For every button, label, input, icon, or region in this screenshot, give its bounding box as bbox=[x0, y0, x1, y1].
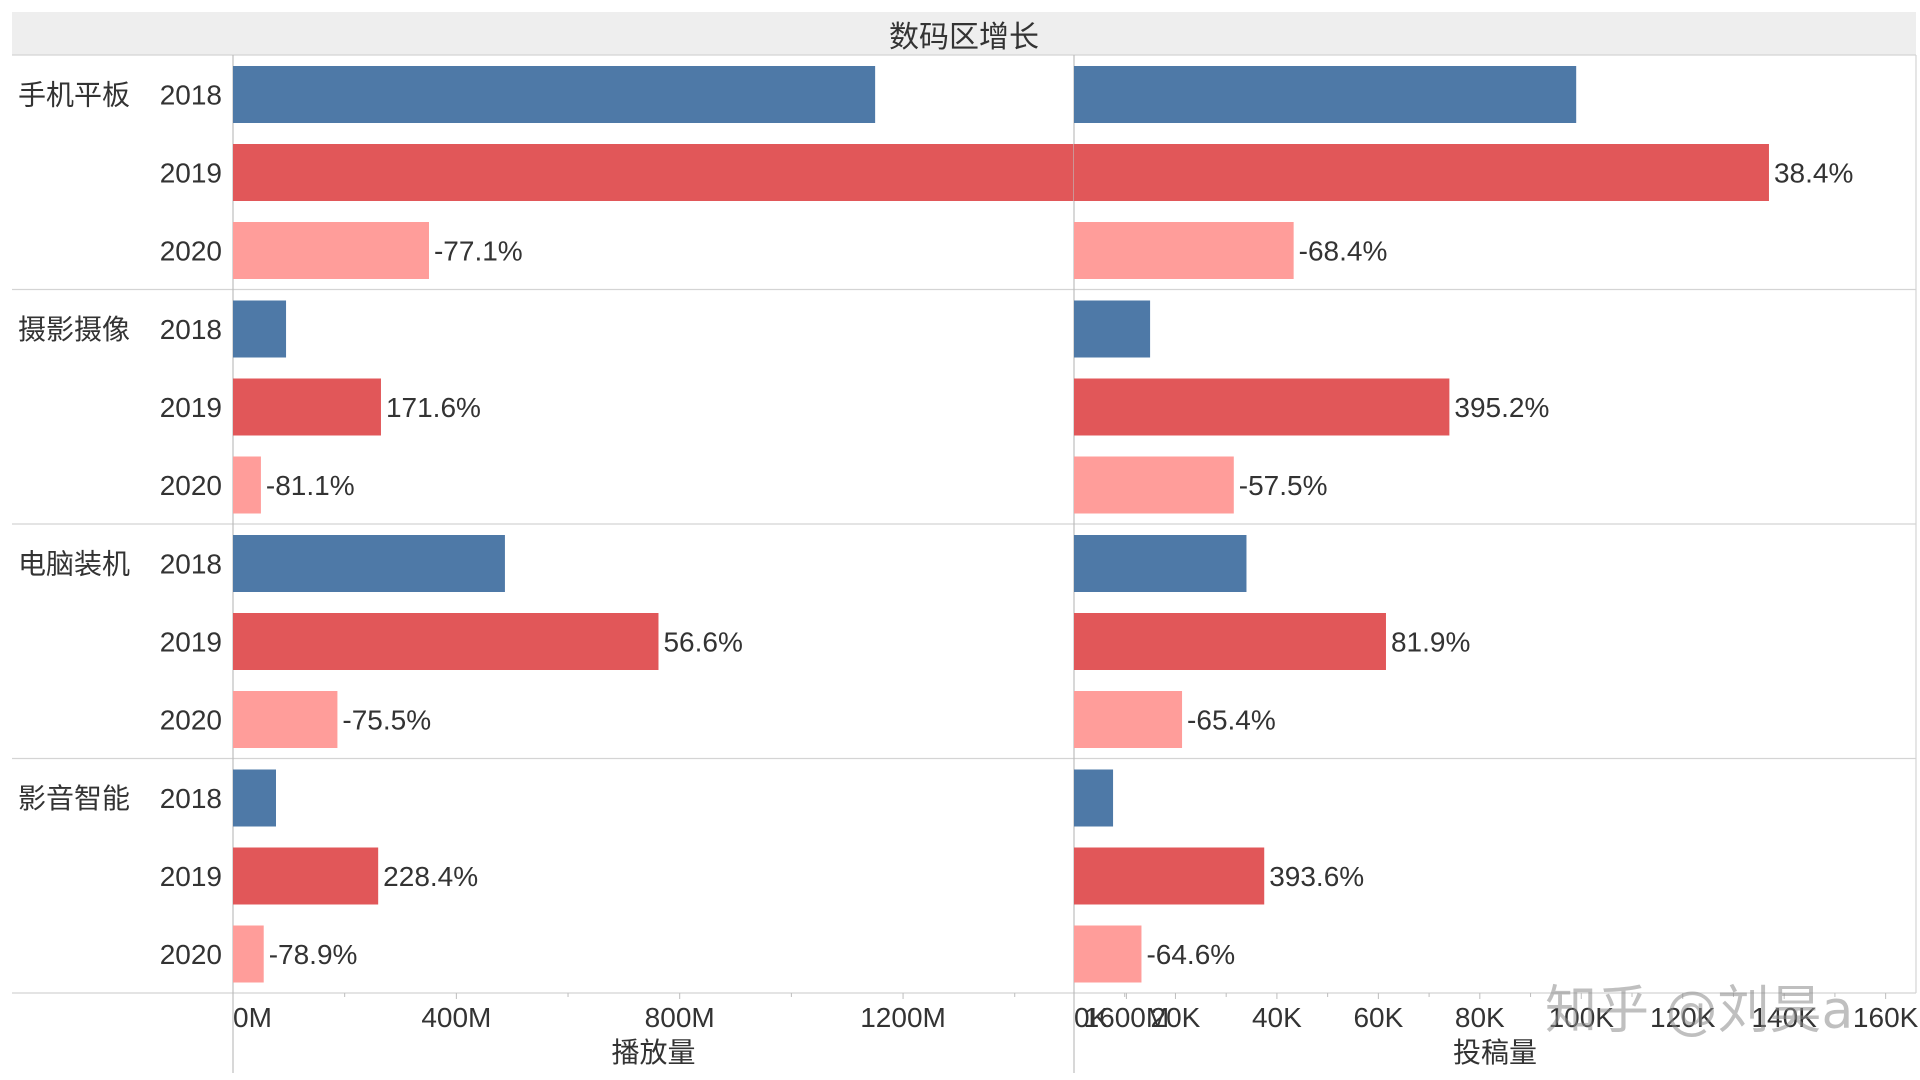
bar-plays-2020 bbox=[233, 456, 261, 514]
year-label: 2019 bbox=[160, 627, 222, 658]
category-label: 电脑装机 bbox=[18, 549, 130, 580]
year-label: 2018 bbox=[160, 783, 222, 814]
data-label: -68.4% bbox=[1299, 236, 1388, 267]
year-label: 2018 bbox=[160, 314, 222, 345]
x-axis-title: 投稿量 bbox=[1453, 1037, 1537, 1068]
year-label: 2018 bbox=[160, 80, 222, 111]
x-axis-title: 播放量 bbox=[611, 1037, 695, 1068]
x-tick-label: 1200M bbox=[860, 1002, 946, 1033]
data-label: -75.5% bbox=[342, 705, 431, 736]
year-label: 2019 bbox=[160, 861, 222, 892]
data-label: 81.9% bbox=[1391, 627, 1470, 658]
bar-posts-2018 bbox=[1074, 66, 1577, 123]
bar-posts-2018 bbox=[1074, 300, 1151, 358]
data-label: 56.6% bbox=[663, 627, 742, 658]
x-tick-label: 0M bbox=[233, 1002, 272, 1033]
x-tick-label: 140K bbox=[1751, 1002, 1817, 1033]
bar-posts-2020 bbox=[1074, 222, 1294, 279]
data-label: -64.6% bbox=[1146, 939, 1235, 970]
year-label: 2020 bbox=[160, 470, 222, 501]
x-tick-label: 1600M bbox=[1084, 1002, 1170, 1033]
year-label: 2019 bbox=[160, 158, 222, 189]
data-label: -78.9% bbox=[269, 939, 358, 970]
bar-posts-2020 bbox=[1074, 925, 1142, 983]
bar-plays-2018 bbox=[233, 535, 505, 592]
data-label: -81.1% bbox=[266, 470, 355, 501]
x-tick-label: 800M bbox=[645, 1002, 715, 1033]
bar-posts-2019 bbox=[1074, 378, 1450, 436]
bar-plays-2020 bbox=[233, 691, 338, 748]
bar-plays-2019 bbox=[233, 847, 379, 905]
data-label: 38.4% bbox=[1774, 158, 1853, 189]
bar-posts-2018 bbox=[1074, 535, 1247, 592]
x-tick-label: 400M bbox=[421, 1002, 491, 1033]
x-tick-label: 0K bbox=[1074, 1002, 1109, 1033]
bar-posts-2020 bbox=[1074, 691, 1183, 748]
bar-posts-2018 bbox=[1074, 769, 1114, 827]
bar-plays-2019 bbox=[233, 613, 659, 670]
year-label: 2018 bbox=[160, 549, 222, 580]
bar-posts-2019 bbox=[1074, 613, 1386, 670]
bar-plays-2019 bbox=[233, 378, 381, 436]
x-tick-label: 40K bbox=[1252, 1002, 1302, 1033]
data-label: 393.6% bbox=[1269, 861, 1364, 892]
year-label: 2020 bbox=[160, 939, 222, 970]
x-tick-label: 160K bbox=[1853, 1002, 1919, 1033]
x-tick-label: 100K bbox=[1549, 1002, 1615, 1033]
bar-plays-2019 bbox=[233, 144, 1091, 201]
bar-posts-2020 bbox=[1074, 456, 1234, 514]
year-label: 2020 bbox=[160, 705, 222, 736]
category-label: 影音智能 bbox=[18, 783, 130, 814]
x-tick-label: 80K bbox=[1455, 1002, 1505, 1033]
bar-plays-2020 bbox=[233, 222, 429, 279]
data-label: -57.5% bbox=[1239, 470, 1328, 501]
bar-posts-2019 bbox=[1074, 144, 1769, 201]
year-label: 2019 bbox=[160, 392, 222, 423]
data-label: -65.4% bbox=[1187, 705, 1276, 736]
data-label: 228.4% bbox=[383, 861, 478, 892]
bar-plays-2018 bbox=[233, 66, 876, 123]
year-label: 2020 bbox=[160, 236, 222, 267]
category-label: 手机平板 bbox=[18, 80, 130, 111]
bar-plays-2018 bbox=[233, 300, 287, 358]
data-label: 395.2% bbox=[1454, 392, 1549, 423]
chart-title: 数码区增长 bbox=[12, 12, 1916, 55]
bar-posts-2019 bbox=[1074, 847, 1265, 905]
x-tick-label: 60K bbox=[1353, 1002, 1403, 1033]
bar-plays-2020 bbox=[233, 925, 264, 983]
data-label: -77.1% bbox=[434, 236, 523, 267]
x-tick-label: 120K bbox=[1650, 1002, 1716, 1033]
data-label: 171.6% bbox=[386, 392, 481, 423]
category-label: 摄影摄像 bbox=[18, 314, 130, 345]
bar-plays-2018 bbox=[233, 769, 276, 827]
x-tick-label: 20K bbox=[1151, 1002, 1201, 1033]
